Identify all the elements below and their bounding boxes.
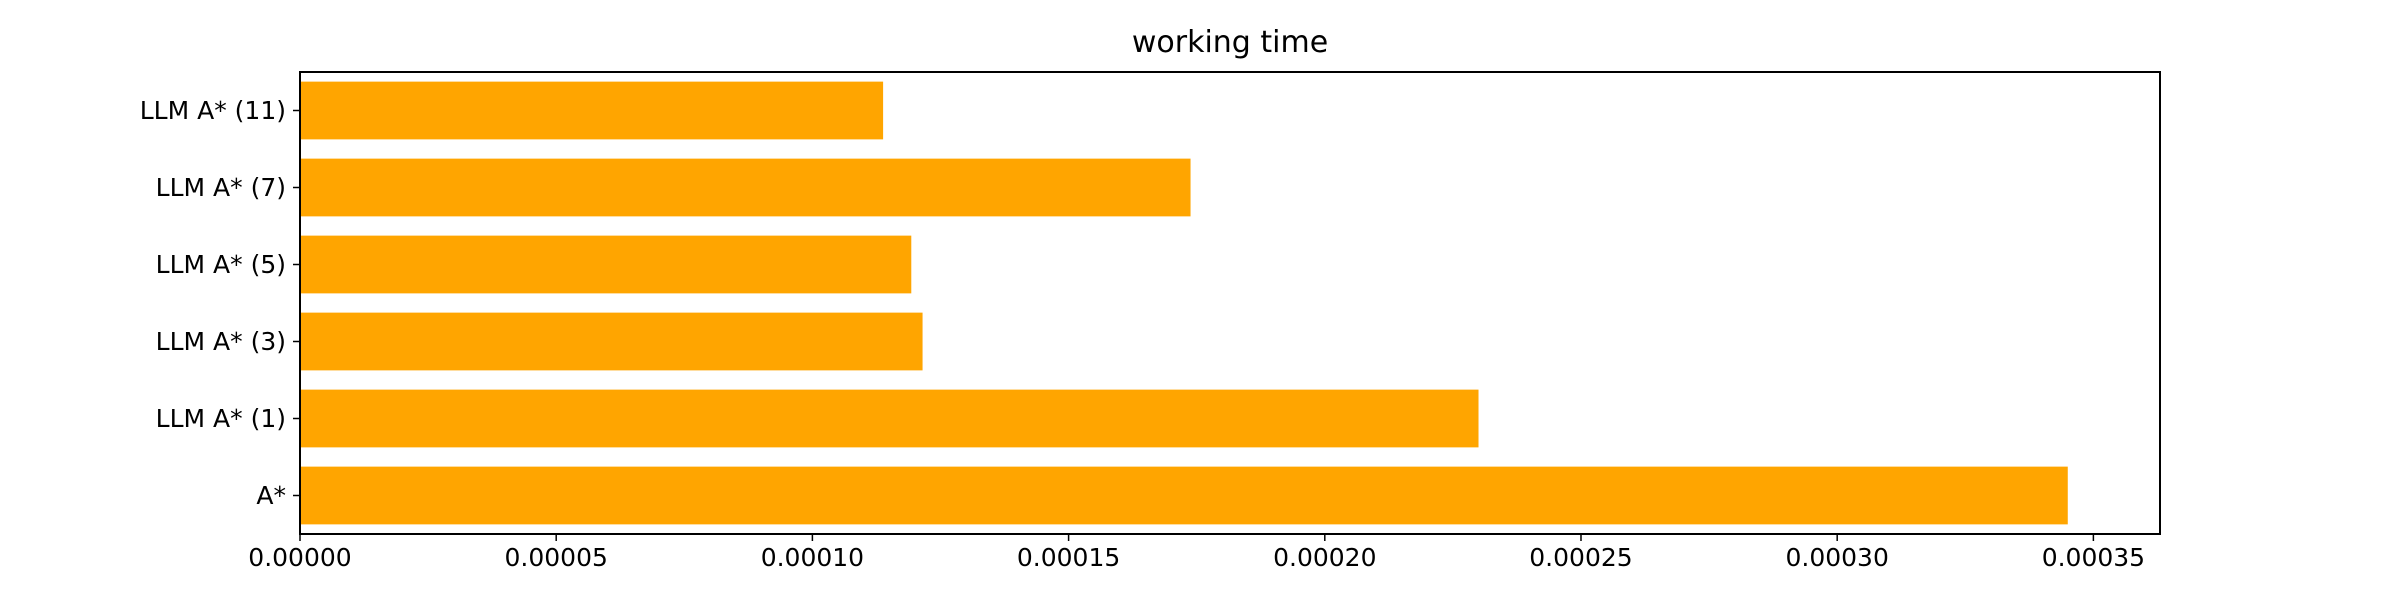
bar-a [300,466,2068,525]
bars [300,81,2068,525]
y-tick-label: A* [256,481,286,510]
bar-llm-a-1 [300,389,1479,448]
x-tick-label: 0.00020 [1273,543,1376,572]
x-tick-label: 0.00015 [1017,543,1120,572]
x-tick-label: 0.00000 [248,543,351,572]
plot-frame [299,71,2161,535]
y-tick-label: LLM A* (11) [140,96,286,125]
bar-llm-a-11 [300,81,884,140]
x-tick-label: 0.00025 [1529,543,1632,572]
y-tick-label: LLM A* (3) [156,327,286,356]
y-tick-label: LLM A* (7) [156,173,286,202]
y-tick-label: LLM A* (1) [156,404,286,433]
x-axis: 0.00000 0.00005 0.00010 0.00015 0.00020 0.000… [248,534,2145,572]
y-tick-label: LLM A* (5) [156,250,286,279]
x-tick-label: 0.00030 [1785,543,1888,572]
bar-llm-a-7 [300,158,1191,217]
x-tick-label: 0.00010 [761,543,864,572]
bar-llm-a-5 [300,235,912,294]
x-tick-label: 0.00035 [2042,543,2145,572]
bar-llm-a-3 [300,312,923,371]
y-axis: A* LLM A* (1) LLM A* (3) LLM A* (5) LLM A* (… [140,96,300,510]
chart-title: working time [1132,25,1328,60]
x-tick-label: 0.00005 [505,543,608,572]
